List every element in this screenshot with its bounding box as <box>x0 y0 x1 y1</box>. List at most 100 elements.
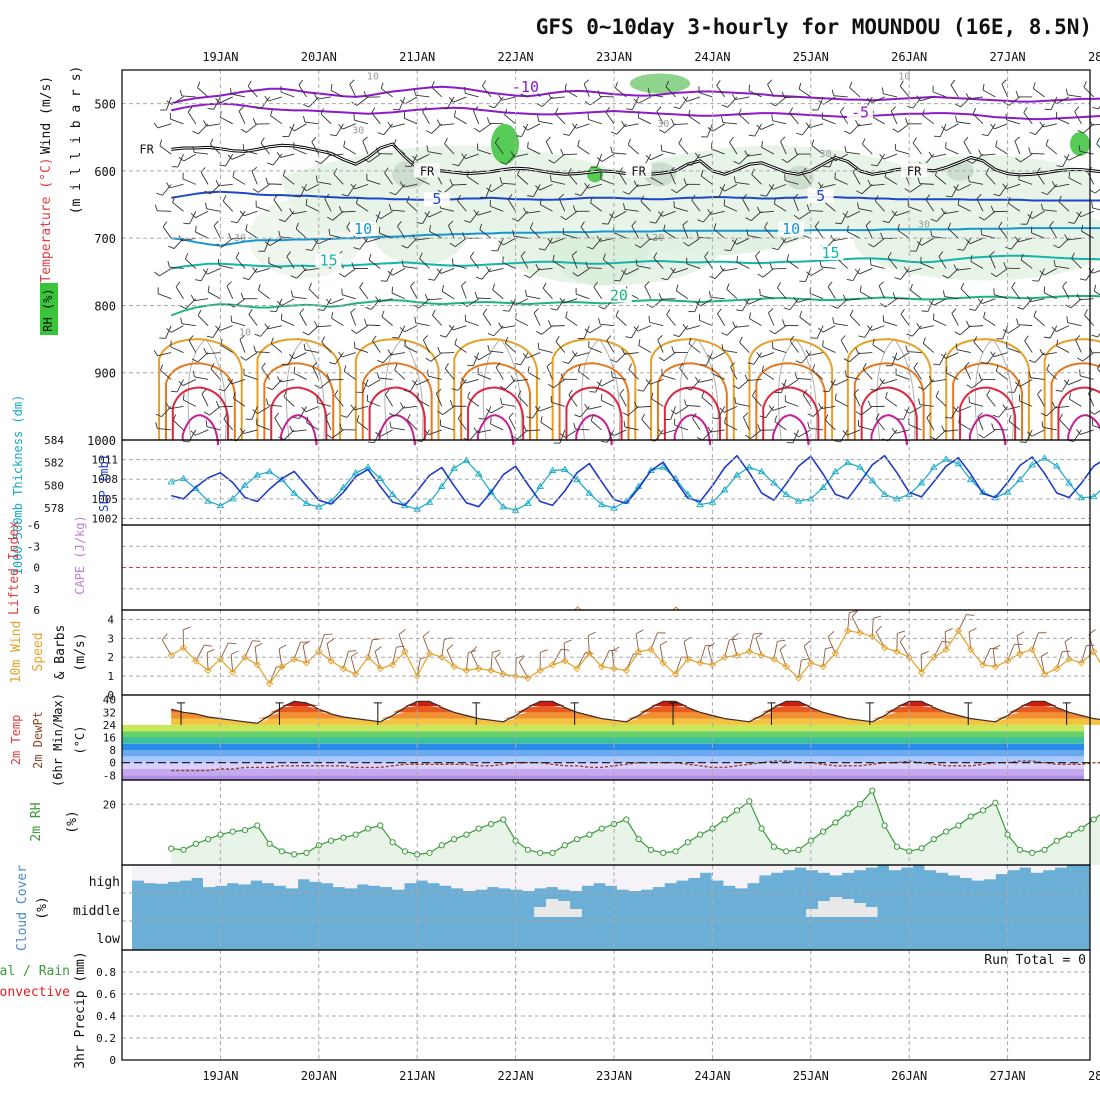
rh2m-marker <box>365 826 370 831</box>
rh-high-cell <box>786 166 814 190</box>
temp-color-band <box>122 775 1084 780</box>
slp-frame <box>122 440 1090 525</box>
cloud-high-clear <box>593 865 605 883</box>
cloud-high-clear <box>463 865 475 891</box>
rh2m-marker <box>845 811 850 816</box>
isotherm-label: 20 <box>610 286 628 304</box>
cloud-high-clear <box>487 865 499 887</box>
lifted-ylabel: Lifted Index <box>7 521 22 615</box>
wind10m-barb <box>958 615 974 631</box>
cloud-high-clear <box>818 865 830 873</box>
rh2m-marker <box>894 844 899 849</box>
rh-contour-label: 10 <box>367 72 379 83</box>
rh2m-marker <box>1042 847 1047 852</box>
rh2m-marker <box>833 820 838 825</box>
rh2m-marker <box>402 849 407 854</box>
date-label-top: 25JAN <box>793 50 829 64</box>
wind10m-barb <box>519 656 528 678</box>
temp-tick: 0 <box>109 757 116 770</box>
rh-contour-label: 30 <box>657 119 669 130</box>
cloud-middle-clear <box>806 909 818 917</box>
ylabel-temperature: Temperature (°C) <box>39 157 54 282</box>
temp-tick: -8 <box>103 769 116 782</box>
wind-ylabel-2: Speed <box>31 632 46 671</box>
rh-contour-label: 30 <box>652 233 664 244</box>
rh2m-marker <box>870 788 875 793</box>
temp-tick: 8 <box>109 744 116 757</box>
temp-ylabel-4: (°C) <box>73 726 87 755</box>
rh2m-marker <box>169 846 174 851</box>
rh2m-marker <box>230 829 235 834</box>
cloud-high-clear <box>924 865 936 870</box>
lifted-tick: 6 <box>33 604 40 617</box>
temp-tick: 16 <box>103 732 116 745</box>
date-label-top: 20JAN <box>301 50 337 64</box>
cloud-high-clear <box>144 865 156 883</box>
cloud-middle-clear <box>830 897 842 917</box>
pressure-tick: 600 <box>94 165 116 179</box>
rh-contour-label: 30 <box>352 126 364 137</box>
ylabel-wind: Wind (m/s) <box>39 76 54 154</box>
rh2m-marker <box>538 850 543 855</box>
wind-barb <box>1089 119 1100 125</box>
rh-contour-label: 10 <box>239 327 251 338</box>
cloud-high-clear <box>1043 865 1055 870</box>
date-label-bottom: 27JAN <box>990 1069 1026 1083</box>
date-label-bottom: 23JAN <box>596 1069 632 1083</box>
cloud-high-clear <box>203 865 215 887</box>
precip-tick: 0 <box>109 1054 116 1067</box>
rh2m-marker <box>501 817 506 822</box>
cloud-high-clear <box>735 865 747 888</box>
temp-fill-band <box>171 719 1100 725</box>
cloud-high-clear <box>570 865 582 891</box>
wind10m-speed-line <box>171 631 1100 690</box>
cloud-high-clear <box>499 865 511 888</box>
rh2m-marker <box>390 840 395 845</box>
isotherm-label: 10 <box>782 220 800 238</box>
rh2m-marker <box>956 823 961 828</box>
cloud-high-clear <box>510 865 522 890</box>
wind10m-barb <box>602 650 618 666</box>
cloud-high-clear <box>333 865 345 887</box>
cloud-high-clear <box>392 865 404 890</box>
thickness-tick: 582 <box>44 457 64 470</box>
rh2m-marker <box>181 847 186 852</box>
rh2m-marker <box>562 843 567 848</box>
wind10m-barb <box>660 641 667 663</box>
wind-tick: 1 <box>107 670 114 683</box>
rh2m-marker <box>882 823 887 828</box>
wind10m-barb <box>934 641 950 657</box>
cloud-high-clear <box>274 865 286 886</box>
upper-air-ylabel: (m i l l i b a r s) <box>69 66 84 215</box>
cloud-high-clear <box>700 865 712 873</box>
cloud-high-clear <box>179 865 191 881</box>
wind10m-barb <box>255 643 262 665</box>
rh-contour-label: 30 <box>820 149 832 160</box>
rh2m-marker <box>587 832 592 837</box>
cloud-high-clear <box>759 865 771 875</box>
cloud-high-clear <box>416 865 428 881</box>
cloud-middle-clear <box>558 901 570 917</box>
date-label-bottom: 26JAN <box>891 1069 927 1083</box>
cloud-high-clear <box>262 865 274 883</box>
precip-label-convective: Convective <box>0 985 70 1000</box>
temp-ylabel-1: 2m Temp <box>9 715 23 766</box>
rh-contour-label: 10 <box>898 72 910 83</box>
temp-ylabel-2: 2m DewPt <box>31 711 45 769</box>
rh2m-marker <box>624 817 629 822</box>
cloud-high-clear <box>948 865 960 875</box>
rh2m-marker <box>267 841 272 846</box>
rh-contour-label: 30 <box>918 220 930 231</box>
rh2m-marker <box>685 840 690 845</box>
thickness-tick: 584 <box>44 434 64 447</box>
cloud-high-clear <box>167 865 179 882</box>
pressure-tick: 800 <box>94 299 116 313</box>
rh2m-area <box>171 791 1100 865</box>
cloud-high-clear <box>132 865 144 881</box>
rh2m-marker <box>242 827 247 832</box>
rh2m-marker <box>476 826 481 831</box>
rh2m-marker <box>784 849 789 854</box>
wind10m-barb <box>351 652 358 674</box>
temp-fill-band <box>171 706 1100 712</box>
rh2m-marker <box>341 835 346 840</box>
